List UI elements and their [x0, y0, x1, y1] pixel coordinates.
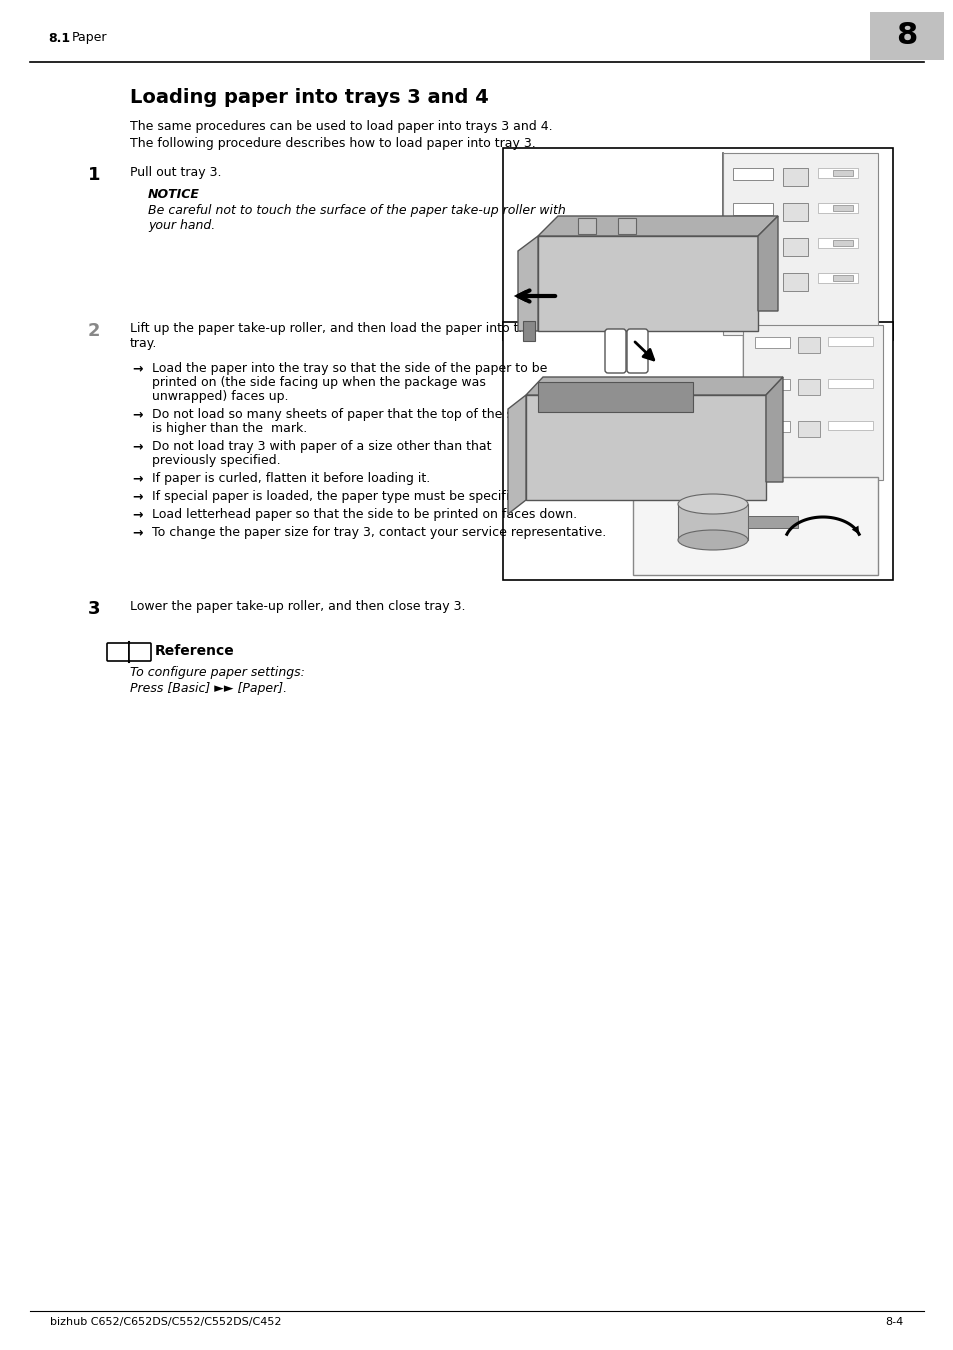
Bar — [732, 238, 772, 250]
Text: →: → — [132, 362, 142, 375]
Bar — [832, 205, 852, 211]
Text: Press [Basic] ►► [Paper].: Press [Basic] ►► [Paper]. — [130, 682, 287, 695]
Text: bizhub C652/C652DS/C552/C552DS/C452: bizhub C652/C652DS/C552/C552DS/C452 — [50, 1318, 281, 1327]
Bar — [817, 167, 857, 178]
Text: To configure paper settings:: To configure paper settings: — [130, 666, 305, 679]
Bar — [522, 321, 535, 342]
Text: →: → — [132, 490, 142, 504]
Bar — [618, 217, 636, 234]
Bar — [525, 396, 765, 500]
Text: 1: 1 — [88, 166, 100, 184]
Text: previously specified.: previously specified. — [152, 454, 280, 467]
Bar — [732, 202, 772, 215]
Text: 3: 3 — [88, 599, 100, 618]
Polygon shape — [517, 236, 537, 331]
Bar — [869, 12, 943, 59]
Text: Do not load tray 3 with paper of a size other than that: Do not load tray 3 with paper of a size … — [152, 440, 491, 454]
Bar — [797, 338, 820, 352]
FancyBboxPatch shape — [107, 643, 129, 662]
Bar — [797, 421, 820, 437]
Bar — [827, 379, 872, 387]
Polygon shape — [765, 377, 782, 482]
Text: unwrapped) faces up.: unwrapped) faces up. — [152, 390, 288, 404]
Bar — [722, 153, 877, 335]
Bar — [817, 238, 857, 248]
Text: →: → — [132, 472, 142, 485]
Bar — [782, 273, 807, 292]
Text: 8: 8 — [896, 22, 917, 50]
Bar — [782, 202, 807, 221]
Bar — [732, 167, 772, 180]
Text: Load the paper into the tray so that the side of the paper to be: Load the paper into the tray so that the… — [152, 362, 547, 375]
Bar — [832, 275, 852, 281]
Text: →: → — [132, 508, 142, 521]
Text: Loading paper into trays 3 and 4: Loading paper into trays 3 and 4 — [130, 88, 488, 107]
Bar — [754, 421, 789, 432]
Bar — [797, 379, 820, 396]
FancyBboxPatch shape — [626, 329, 647, 373]
Bar — [537, 382, 692, 412]
Text: To change the paper size for tray 3, contact your service representative.: To change the paper size for tray 3, con… — [152, 526, 605, 539]
Text: Be careful not to touch the surface of the paper take-up roller with: Be careful not to touch the surface of t… — [148, 204, 565, 217]
Text: The same procedures can be used to load paper into trays 3 and 4.: The same procedures can be used to load … — [130, 120, 552, 134]
Text: printed on (the side facing up when the package was: printed on (the side facing up when the … — [152, 377, 485, 389]
Text: The following procedure describes how to load paper into tray 3.: The following procedure describes how to… — [130, 136, 536, 150]
Bar — [782, 238, 807, 256]
Bar — [832, 240, 852, 246]
Text: →: → — [132, 526, 142, 539]
Text: →: → — [132, 440, 142, 454]
Bar — [754, 379, 789, 390]
Text: →: → — [132, 408, 142, 421]
Bar — [578, 217, 596, 234]
Text: tray.: tray. — [130, 338, 157, 350]
Text: Load letterhead paper so that the side to be printed on faces down.: Load letterhead paper so that the side t… — [152, 508, 577, 521]
Text: is higher than the  mark.: is higher than the mark. — [152, 423, 307, 435]
Bar — [827, 421, 872, 431]
Bar — [537, 236, 758, 331]
Bar — [754, 338, 789, 348]
Text: your hand.: your hand. — [148, 219, 215, 232]
Polygon shape — [537, 216, 778, 236]
Bar — [678, 504, 747, 540]
Bar — [817, 273, 857, 284]
Polygon shape — [758, 216, 778, 310]
Polygon shape — [507, 396, 525, 514]
Text: Pull out tray 3.: Pull out tray 3. — [130, 166, 221, 180]
Text: 8-4: 8-4 — [884, 1318, 903, 1327]
FancyBboxPatch shape — [129, 643, 151, 662]
Polygon shape — [525, 377, 782, 396]
Bar — [502, 148, 892, 340]
Bar — [732, 273, 772, 285]
Bar — [832, 170, 852, 176]
Bar — [827, 338, 872, 346]
FancyBboxPatch shape — [604, 329, 625, 373]
Ellipse shape — [678, 531, 747, 549]
Text: Paper: Paper — [71, 31, 108, 45]
Bar — [747, 516, 797, 528]
Text: Reference: Reference — [154, 644, 234, 657]
Bar — [633, 477, 877, 575]
Ellipse shape — [678, 494, 747, 514]
Text: If special paper is loaded, the paper type must be specified.: If special paper is loaded, the paper ty… — [152, 490, 529, 504]
Text: NOTICE: NOTICE — [148, 188, 200, 201]
Bar — [817, 202, 857, 213]
Text: Lower the paper take-up roller, and then close tray 3.: Lower the paper take-up roller, and then… — [130, 599, 465, 613]
Bar — [782, 167, 807, 186]
Text: 8.1: 8.1 — [48, 31, 71, 45]
Text: Do not load so many sheets of paper that the top of the stack: Do not load so many sheets of paper that… — [152, 408, 539, 421]
Text: Lift up the paper take-up roller, and then load the paper into the: Lift up the paper take-up roller, and th… — [130, 323, 534, 335]
Text: 2: 2 — [88, 323, 100, 340]
Bar — [742, 325, 882, 481]
Bar — [502, 323, 892, 580]
Text: If paper is curled, flatten it before loading it.: If paper is curled, flatten it before lo… — [152, 472, 430, 485]
